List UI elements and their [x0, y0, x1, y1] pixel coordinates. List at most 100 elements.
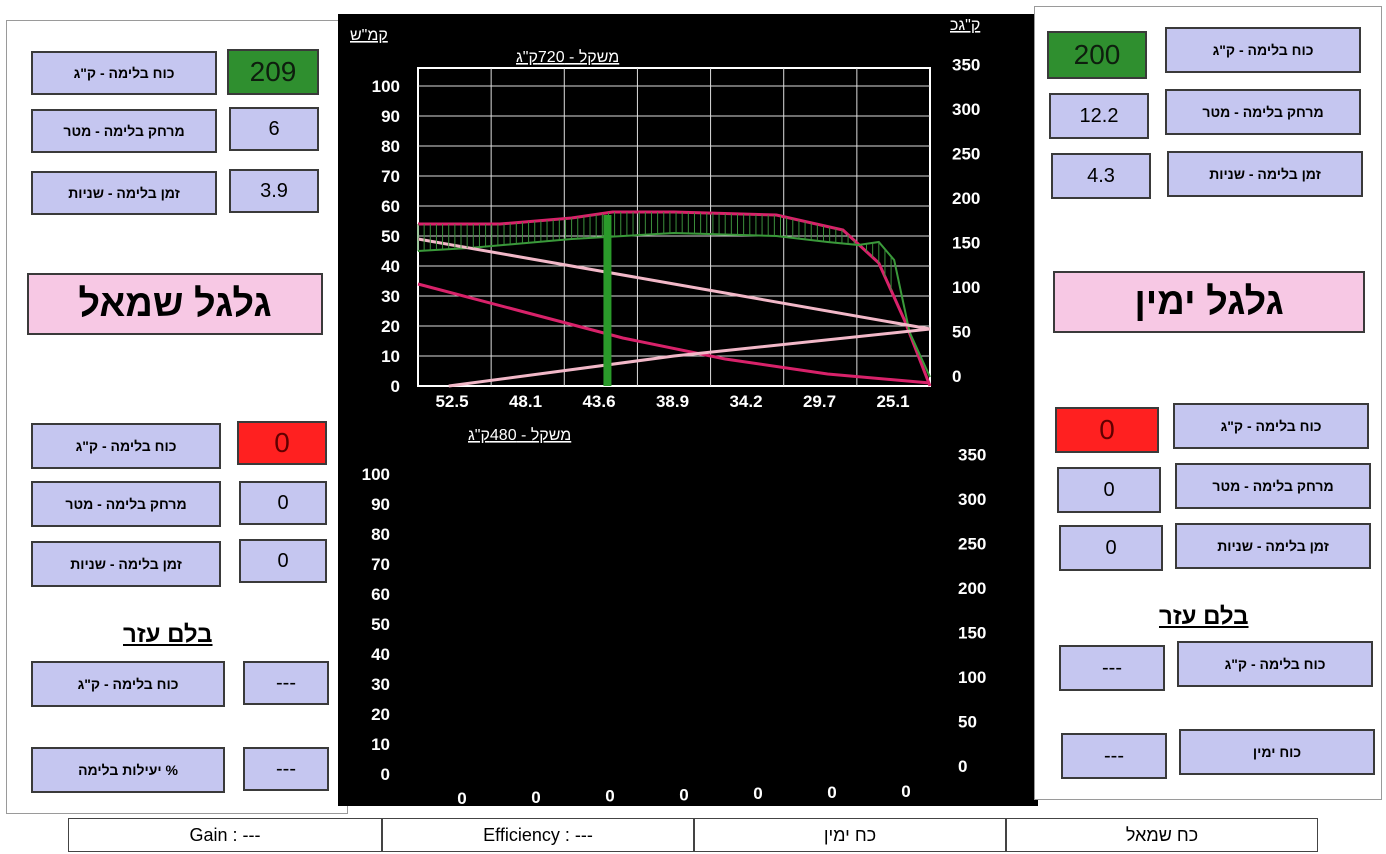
- chart1-series-line: [448, 327, 931, 388]
- chart2-x-tick: 0: [605, 787, 614, 806]
- left-brake-distance-label: מרחק בלימה - מטר: [31, 109, 217, 153]
- chart1-series-line: [417, 237, 931, 331]
- right-brake-time-label: זמן בלימה - שניות: [1167, 151, 1363, 197]
- right-force-cell: כח ימין: [694, 818, 1006, 852]
- right-axle2-force-label: כוח בלימה - ק"ג: [1173, 403, 1369, 449]
- chart2-x-tick: 0: [679, 785, 688, 804]
- chart2-right-tick: 100: [958, 668, 986, 687]
- chart2-right-tick: 0: [958, 757, 967, 776]
- left-aux-efficiency-label: % יעילות בלימה: [31, 747, 225, 793]
- chart1-x-tick: 48.1: [509, 392, 542, 411]
- chart1-right-tick: 50: [952, 323, 971, 342]
- chart1-series-line: [417, 282, 931, 385]
- right-aux-brake-title: בלם עזר: [1159, 603, 1249, 630]
- chart1-right-tick: 0: [952, 367, 961, 386]
- right-aux-right-force-label: כוח ימין: [1179, 729, 1375, 775]
- chart2-x-tick: 0: [457, 789, 466, 806]
- gain-cell: Gain : ---: [68, 818, 382, 852]
- left-axle2-distance-label: מרחק בלימה - מטר: [31, 481, 221, 527]
- left-axle2-distance-value: 0: [239, 481, 327, 525]
- left-aux-force-label: כוח בלימה - ק"ג: [31, 661, 225, 707]
- right-axle2-distance-value: 0: [1057, 467, 1161, 513]
- chart1-title: משקל - 720ק"ג: [516, 48, 619, 66]
- left-brake-force-label: כוח בלימה - ק"ג: [31, 51, 217, 95]
- chart1-x-tick: 29.7: [803, 392, 836, 411]
- chart1-right-tick: 150: [952, 234, 980, 253]
- chart2-left-tick: 10: [371, 735, 390, 754]
- left-brake-time-value: 3.9: [229, 169, 319, 213]
- chart2-left-tick: 40: [371, 645, 390, 664]
- right-axle2-force-value: 0: [1055, 407, 1159, 453]
- right-aux-force-label: כוח בלימה - ק"ג: [1177, 641, 1373, 687]
- chart2-left-tick: 80: [371, 525, 390, 544]
- chart1-left-tick: 70: [381, 167, 400, 186]
- right-aux-right-force-value: ---: [1061, 733, 1167, 779]
- chart1-x-tick: 34.2: [729, 392, 762, 411]
- right-brake-force-label: כוח בלימה - ק"ג: [1165, 27, 1361, 73]
- chart1-left-tick: 90: [381, 107, 400, 126]
- chart1-right-unit: ק"גכ: [950, 17, 980, 34]
- chart2-left-tick: 50: [371, 615, 390, 634]
- left-aux-brake-title: בלם עזר: [123, 621, 213, 648]
- chart2-title: משקל - 480ק"ג: [468, 426, 571, 444]
- right-wheel-title: גלגל ימין: [1053, 271, 1365, 333]
- chart1-left-tick: 80: [381, 137, 400, 156]
- right-wheel-panel: 200 כוח בלימה - ק"ג 12.2 מרחק בלימה - מט…: [1034, 6, 1382, 800]
- chart1-right-tick: 250: [952, 145, 980, 164]
- chart1-left-tick: 0: [391, 377, 400, 396]
- chart2-right-tick: 200: [958, 579, 986, 598]
- left-wheel-panel: כוח בלימה - ק"ג 209 מרחק בלימה - מטר 6 ז…: [6, 20, 348, 814]
- chart2-left-tick: 60: [371, 585, 390, 604]
- chart2-x-tick: 0: [531, 788, 540, 806]
- chart1-left-tick: 50: [381, 227, 400, 246]
- left-axle2-time-value: 0: [239, 539, 327, 583]
- right-brake-force-value: 200: [1047, 31, 1147, 79]
- chart2-right-tick: 250: [958, 535, 986, 554]
- chart1-x-tick: 38.9: [656, 392, 689, 411]
- efficiency-cell: Efficiency : ---: [382, 818, 694, 852]
- chart2-left-tick: 30: [371, 675, 390, 694]
- chart2-left-tick: 100: [362, 465, 390, 484]
- right-axle2-time-label: זמן בלימה - שניות: [1175, 523, 1371, 569]
- right-brake-distance-label: מרחק בלימה - מטר: [1165, 89, 1361, 135]
- chart-area: משקל - 720ק"ג קמ"ש ק"גכ 0 10 20 30 40 50 60 70 80 90…: [338, 14, 1038, 806]
- left-aux-efficiency-value: ---: [243, 747, 329, 791]
- chart2-left-tick: 70: [371, 555, 390, 574]
- chart1-x-tick: 43.6: [582, 392, 615, 411]
- chart1-left-tick: 30: [381, 287, 400, 306]
- chart1-right-tick: 350: [952, 56, 980, 75]
- chart2-right-tick: 300: [958, 490, 986, 509]
- left-brake-distance-value: 6: [229, 107, 319, 151]
- chart1-series-line: [418, 210, 932, 387]
- left-brake-time-label: זמן בלימה - שניות: [31, 171, 217, 215]
- right-aux-force-value: ---: [1059, 645, 1165, 691]
- chart2-left-tick: 90: [371, 495, 390, 514]
- left-wheel-title: גלגל שמאל: [27, 273, 323, 335]
- chart1-x-tick: 25.1: [876, 392, 909, 411]
- left-axle2-force-value: 0: [237, 421, 327, 465]
- chart1-left-tick: 20: [381, 317, 400, 336]
- left-brake-force-value: 209: [227, 49, 319, 95]
- chart2-left-tick: 20: [371, 705, 390, 724]
- chart1-left-tick: 10: [381, 347, 400, 366]
- chart1-left-tick: 100: [372, 77, 400, 96]
- chart1-right-tick: 300: [952, 100, 980, 119]
- chart1-marker-bar: [603, 215, 612, 386]
- left-aux-force-value: ---: [243, 661, 329, 705]
- brake-charts: משקל - 720ק"ג קמ"ש ק"גכ 0 10 20 30 40 50 60 70 80 90…: [350, 17, 986, 806]
- chart1-left-unit: קמ"ש: [350, 27, 388, 44]
- left-axle2-force-label: כוח בלימה - ק"ג: [31, 423, 221, 469]
- right-axle2-time-value: 0: [1059, 525, 1163, 571]
- chart2-x-tick: 0: [827, 783, 836, 802]
- chart2-left-tick: 0: [381, 765, 390, 784]
- chart1-x-tick: 52.5: [435, 392, 468, 411]
- left-axle2-time-label: זמן בלימה - שניות: [31, 541, 221, 587]
- chart1-left-tick: 60: [381, 197, 400, 216]
- chart1-right-tick: 100: [952, 278, 980, 297]
- right-brake-time-value: 4.3: [1051, 153, 1151, 199]
- chart2-right-tick: 350: [958, 446, 986, 465]
- right-brake-distance-value: 12.2: [1049, 93, 1149, 139]
- chart2-x-tick: 0: [753, 784, 762, 803]
- chart2-right-tick: 50: [958, 713, 977, 732]
- chart1-left-tick: 40: [381, 257, 400, 276]
